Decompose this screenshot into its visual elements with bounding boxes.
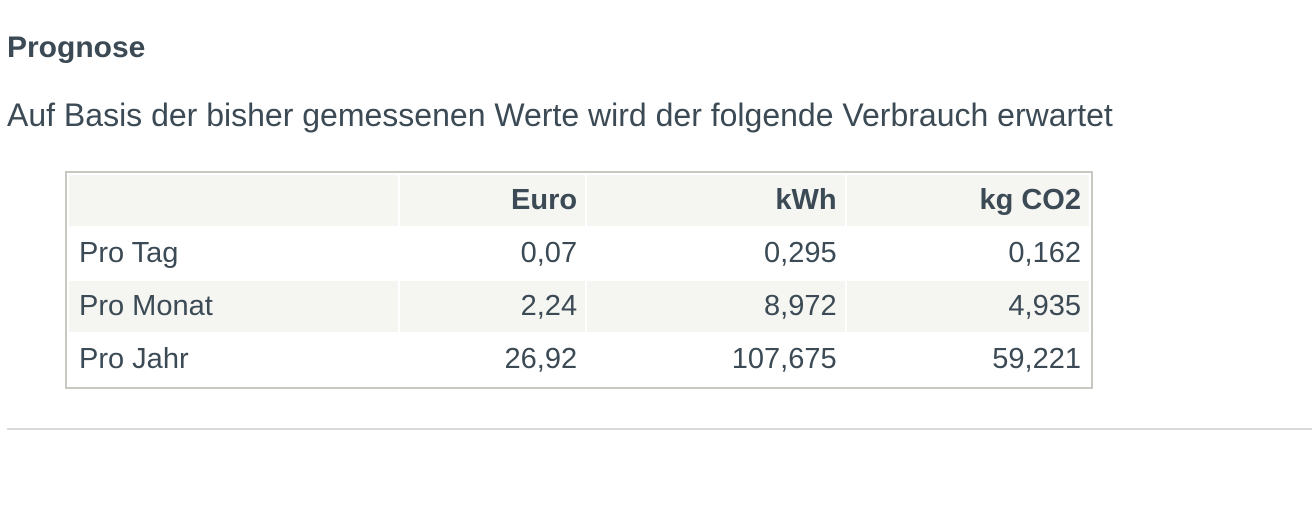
row-label: Pro Monat: [69, 280, 398, 332]
table-row-pro-jahr: Pro Jahr 26,92 107,675 59,221: [69, 333, 1089, 385]
page-title: Prognose: [7, 31, 146, 64]
forecast-table-body: Pro Tag 0,07 0,295 0,162 Pro Monat 2,24 …: [69, 228, 1089, 385]
table-row-pro-tag: Pro Tag 0,07 0,295 0,162: [69, 228, 1089, 279]
value-kwh: 107,675: [587, 333, 845, 385]
table-row-pro-monat: Pro Monat 2,24 8,972 4,935: [69, 280, 1089, 332]
column-header-empty: [69, 175, 398, 227]
value-co2: 0,162: [846, 228, 1089, 279]
value-euro: 2,24: [399, 280, 586, 332]
value-euro: 0,07: [399, 228, 586, 279]
column-header-kwh: kWh: [587, 175, 845, 227]
forecast-table: Euro kWh kg CO2 Pro Tag 0,07 0,295 0,162…: [65, 171, 1093, 389]
header-row: Euro kWh kg CO2: [69, 175, 1089, 227]
forecast-table-header: Euro kWh kg CO2: [69, 175, 1089, 227]
value-kwh: 0,295: [587, 228, 845, 279]
row-label: Pro Tag: [69, 228, 398, 279]
row-label: Pro Jahr: [69, 333, 398, 385]
section-divider: [7, 427, 1312, 430]
value-co2: 59,221: [846, 333, 1089, 385]
forecast-description: Auf Basis der bisher gemessenen Werte wi…: [7, 97, 1113, 133]
column-header-kg-co2: kg CO2: [846, 175, 1089, 227]
column-header-euro: Euro: [399, 175, 586, 227]
value-euro: 26,92: [399, 333, 586, 385]
value-kwh: 8,972: [587, 280, 845, 332]
value-co2: 4,935: [846, 280, 1089, 332]
